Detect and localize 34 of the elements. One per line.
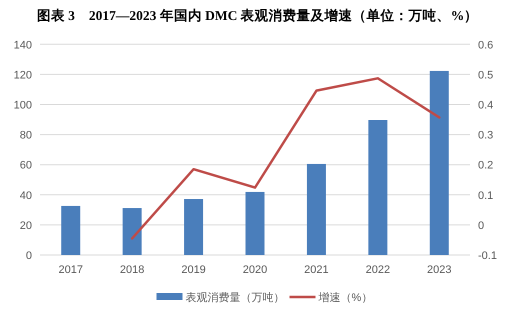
x-tick-label: 2017 bbox=[58, 264, 83, 276]
x-tick-label: 2021 bbox=[304, 264, 329, 276]
y-tick-label: 0 bbox=[26, 250, 32, 262]
y2-tick-label: 0 bbox=[478, 220, 484, 232]
legend-label: 表观消费量（万吨） bbox=[186, 291, 284, 304]
y2-tick-label: 0.5 bbox=[478, 69, 494, 82]
y2-tick-label: 0.1 bbox=[478, 190, 494, 202]
x-tick-label: 2020 bbox=[242, 264, 268, 276]
bar bbox=[430, 70, 449, 255]
y2-tick-label: 0.2 bbox=[478, 160, 494, 172]
legend-label: 增速（%） bbox=[318, 291, 372, 304]
y-tick-label: 80 bbox=[20, 130, 32, 142]
y2-tick-label: 0.3 bbox=[478, 130, 494, 142]
bar bbox=[246, 192, 264, 255]
y2-tick-label: -0.1 bbox=[478, 250, 497, 262]
y-tick-label: 60 bbox=[20, 160, 32, 172]
x-tick-label: 2019 bbox=[181, 264, 206, 276]
y-tick-label: 120 bbox=[14, 69, 32, 82]
x-tick-label: 2018 bbox=[120, 264, 144, 276]
x-tick-label: 2022 bbox=[366, 264, 390, 276]
line-series bbox=[130, 77, 441, 240]
bar bbox=[184, 199, 204, 255]
y-tick-label: 100 bbox=[14, 100, 32, 112]
bar bbox=[306, 164, 326, 255]
y2-tick-label: 0.6 bbox=[478, 39, 494, 52]
y2-tick-label: 0.4 bbox=[478, 100, 494, 112]
chart-title: 图表 3 2017—2023 年国内 DMC 表观消费量及增速（单位：万吨、%） bbox=[36, 8, 478, 23]
x-tick-label: 2023 bbox=[427, 264, 452, 276]
y-tick-label: 20 bbox=[20, 220, 32, 232]
bar bbox=[122, 208, 142, 255]
bar bbox=[368, 120, 388, 255]
bar bbox=[61, 206, 80, 255]
y-tick-label: 140 bbox=[14, 39, 32, 52]
y-tick-label: 40 bbox=[20, 190, 32, 202]
